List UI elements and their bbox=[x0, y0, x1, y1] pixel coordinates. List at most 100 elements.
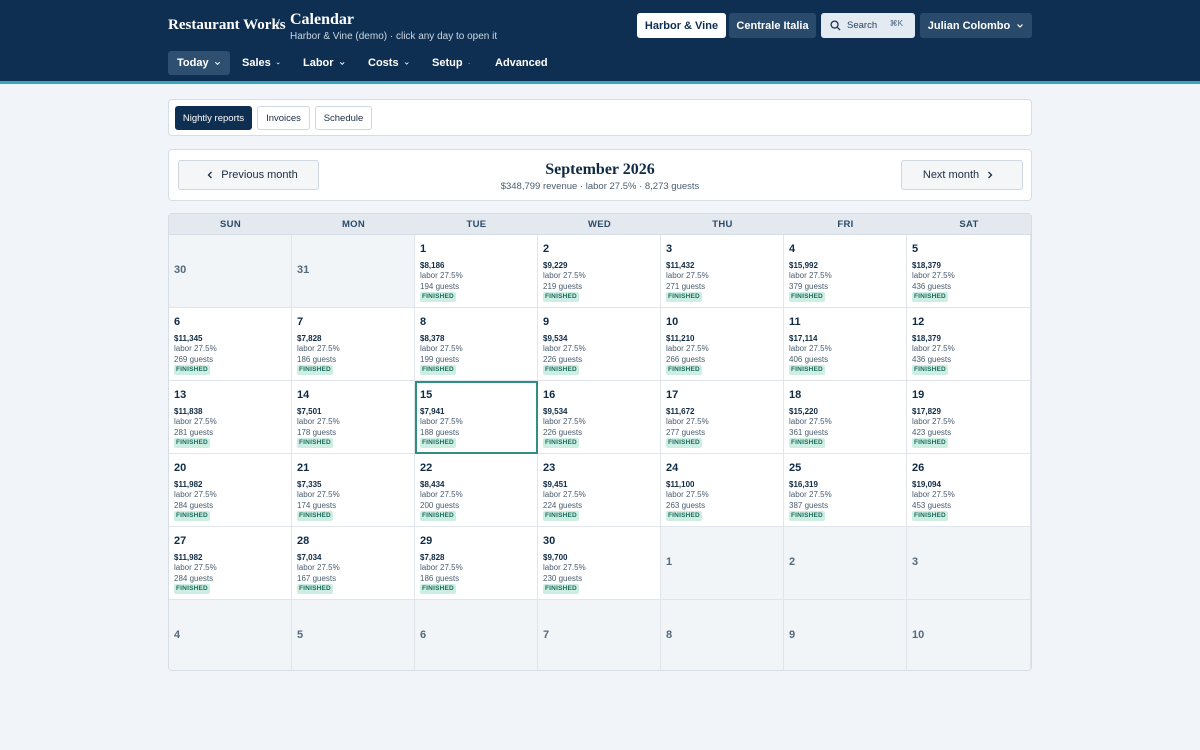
calendar-day-outside-month[interactable]: 7 bbox=[538, 600, 661, 670]
calendar-day-outside-month[interactable]: 6 bbox=[415, 600, 538, 670]
day-guests: 284 guests bbox=[174, 574, 214, 583]
day-number: 15 bbox=[420, 389, 433, 401]
tab-invoices[interactable]: Invoices bbox=[257, 106, 310, 130]
day-revenue: $8,378 bbox=[420, 334, 445, 343]
calendar-day-cell[interactable]: 8 $8,378 labor 27.5% 199 guests FINISHED bbox=[415, 308, 538, 381]
calendar-day-cell[interactable]: 25 $16,319 labor 27.5% 387 guests FINISHED bbox=[784, 454, 907, 527]
day-revenue: $7,034 bbox=[297, 553, 322, 562]
calendar-day-cell[interactable]: 30 $9,700 labor 27.5% 230 guests FINISHED bbox=[538, 527, 661, 600]
calendar-day-cell[interactable]: 18 $15,220 labor 27.5% 361 guests FINISHED bbox=[784, 381, 907, 454]
calendar-day-cell[interactable]: 29 $7,828 labor 27.5% 186 guests FINISHED bbox=[415, 527, 538, 600]
day-labor: labor 27.5% bbox=[789, 490, 832, 499]
day-guests: 263 guests bbox=[666, 501, 706, 510]
day-guests: 188 guests bbox=[420, 428, 460, 437]
calendar-day-cell[interactable]: 13 $11,838 labor 27.5% 281 guests FINISHED bbox=[169, 381, 292, 454]
calendar-day-outside-month[interactable]: 1 bbox=[661, 527, 784, 600]
status-badge: FINISHED bbox=[420, 511, 456, 521]
search-shortcut: ⌘K bbox=[889, 19, 903, 28]
status-badge: FINISHED bbox=[174, 511, 210, 521]
day-labor: labor 27.5% bbox=[543, 563, 586, 572]
calendar-day-outside-month[interactable]: 31 bbox=[292, 235, 415, 308]
calendar-day-cell[interactable]: 3 $11,432 labor 27.5% 271 guests FINISHED bbox=[661, 235, 784, 308]
day-guests: 281 guests bbox=[174, 428, 214, 437]
day-labor: labor 27.5% bbox=[174, 563, 217, 572]
day-revenue: $7,501 bbox=[297, 407, 322, 416]
chevron-down-icon bbox=[214, 61, 220, 65]
next-month-button[interactable]: Next month bbox=[901, 160, 1023, 190]
brand-name[interactable]: Restaurant Works bbox=[168, 17, 286, 33]
tab-schedule[interactable]: Schedule bbox=[315, 106, 372, 130]
calendar-day-cell[interactable]: 4 $15,992 labor 27.5% 379 guests FINISHED bbox=[784, 235, 907, 308]
calendar-day-outside-month[interactable]: 9 bbox=[784, 600, 907, 670]
weekday-tue: TUE bbox=[466, 219, 487, 230]
calendar-day-outside-month[interactable]: 30 bbox=[169, 235, 292, 308]
calendar-day-cell[interactable]: 7 $7,828 labor 27.5% 186 guests FINISHED bbox=[292, 308, 415, 381]
nav-label: Sales bbox=[242, 57, 271, 69]
calendar-day-cell[interactable]: 28 $7,034 labor 27.5% 167 guests FINISHED bbox=[292, 527, 415, 600]
user-menu-button[interactable]: Julian Colombo bbox=[920, 13, 1032, 38]
calendar-day-outside-month[interactable]: 8 bbox=[661, 600, 784, 670]
day-labor: labor 27.5% bbox=[543, 490, 586, 499]
tab-nightly-reports[interactable]: Nightly reports bbox=[175, 106, 252, 130]
calendar-day-outside-month[interactable]: 10 bbox=[907, 600, 1031, 670]
calendar-day-cell[interactable]: 6 $11,345 labor 27.5% 269 guests FINISHED bbox=[169, 308, 292, 381]
nav-labor[interactable]: Labor bbox=[294, 51, 354, 75]
day-number: 21 bbox=[297, 462, 310, 474]
day-labor: labor 27.5% bbox=[420, 417, 463, 426]
calendar-day-cell[interactable]: 23 $9,451 labor 27.5% 224 guests FINISHED bbox=[538, 454, 661, 527]
calendar-day-cell[interactable]: 17 $11,672 labor 27.5% 277 guests FINISHED bbox=[661, 381, 784, 454]
calendar-day-cell[interactable]: 9 $9,534 labor 27.5% 226 guests FINISHED bbox=[538, 308, 661, 381]
search-button[interactable]: Search ⌘K bbox=[821, 13, 915, 38]
day-number: 3 bbox=[912, 556, 919, 568]
previous-month-button[interactable]: Previous month bbox=[178, 160, 319, 190]
search-label: Search bbox=[847, 20, 878, 31]
nav-sales[interactable]: Sales bbox=[233, 51, 289, 75]
calendar-day-cell[interactable]: 26 $19,094 labor 27.5% 453 guests FINISHED bbox=[907, 454, 1031, 527]
calendar-day-cell[interactable]: 19 $17,829 labor 27.5% 423 guests FINISHED bbox=[907, 381, 1031, 454]
calendar-day-cell[interactable]: 22 $8,434 labor 27.5% 200 guests FINISHED bbox=[415, 454, 538, 527]
report-tabs: Nightly reports Invoices Schedule bbox=[168, 99, 1032, 136]
day-number: 30 bbox=[543, 535, 556, 547]
calendar-day-cell[interactable]: 1 $8,186 labor 27.5% 194 guests FINISHED bbox=[415, 235, 538, 308]
nav-advanced[interactable]: Advanced bbox=[486, 51, 560, 75]
status-badge: FINISHED bbox=[666, 438, 702, 448]
calendar-day-cell[interactable]: 16 $9,534 labor 27.5% 226 guests FINISHED bbox=[538, 381, 661, 454]
day-revenue: $11,432 bbox=[666, 261, 695, 270]
location-centrale-italia-button[interactable]: Centrale Italia bbox=[729, 13, 816, 38]
day-revenue: $15,992 bbox=[789, 261, 818, 270]
calendar-day-cell[interactable]: 5 $18,379 labor 27.5% 436 guests FINISHED bbox=[907, 235, 1031, 308]
nav-costs[interactable]: Costs bbox=[359, 51, 418, 75]
day-labor: labor 27.5% bbox=[174, 344, 217, 353]
status-badge: FINISHED bbox=[174, 365, 210, 375]
calendar-grid: SUN MON TUE WED THU FRI SAT 30 31 1 $8,186 labor 2… bbox=[168, 213, 1032, 671]
nav-setup[interactable]: Setup bbox=[423, 51, 479, 75]
location-harbor-vine-button[interactable]: Harbor & Vine bbox=[637, 13, 726, 38]
calendar-day-cell[interactable]: 2 $9,229 labor 27.5% 219 guests FINISHED bbox=[538, 235, 661, 308]
day-guests: 230 guests bbox=[543, 574, 583, 583]
status-badge: FINISHED bbox=[666, 365, 702, 375]
calendar-day-cell[interactable]: 10 $11,210 labor 27.5% 266 guests FINISHED bbox=[661, 308, 784, 381]
calendar-day-outside-month[interactable]: 2 bbox=[784, 527, 907, 600]
day-number: 6 bbox=[174, 316, 181, 328]
calendar-day-cell[interactable]: 24 $11,100 labor 27.5% 263 guests FINISHED bbox=[661, 454, 784, 527]
day-number: 8 bbox=[666, 629, 673, 641]
previous-month-label: Previous month bbox=[221, 169, 298, 181]
calendar-day-cell[interactable]: 20 $11,982 labor 27.5% 284 guests FINISHED bbox=[169, 454, 292, 527]
day-guests: 436 guests bbox=[912, 355, 952, 364]
calendar-day-cell[interactable]: 21 $7,335 labor 27.5% 174 guests FINISHED bbox=[292, 454, 415, 527]
calendar-day-cell[interactable]: 14 $7,501 labor 27.5% 178 guests FINISHED bbox=[292, 381, 415, 454]
calendar-day-outside-month[interactable]: 3 bbox=[907, 527, 1031, 600]
calendar-day-cell[interactable]: 15 $7,941 labor 27.5% 188 guests FINISHED bbox=[415, 381, 538, 454]
day-labor: labor 27.5% bbox=[789, 271, 832, 280]
calendar-day-outside-month[interactable]: 4 bbox=[169, 600, 292, 670]
day-number: 8 bbox=[420, 316, 427, 328]
calendar-day-outside-month[interactable]: 5 bbox=[292, 600, 415, 670]
calendar-day-cell[interactable]: 12 $18,379 labor 27.5% 436 guests FINISHED bbox=[907, 308, 1031, 381]
day-revenue: $11,838 bbox=[174, 407, 203, 416]
calendar-day-cell[interactable]: 27 $11,982 labor 27.5% 284 guests FINISHED bbox=[169, 527, 292, 600]
day-labor: labor 27.5% bbox=[297, 417, 340, 426]
nav-today[interactable]: Today bbox=[168, 51, 230, 75]
day-revenue: $7,828 bbox=[420, 553, 445, 562]
search-icon bbox=[830, 20, 841, 31]
calendar-day-cell[interactable]: 11 $17,114 labor 27.5% 406 guests FINISHED bbox=[784, 308, 907, 381]
